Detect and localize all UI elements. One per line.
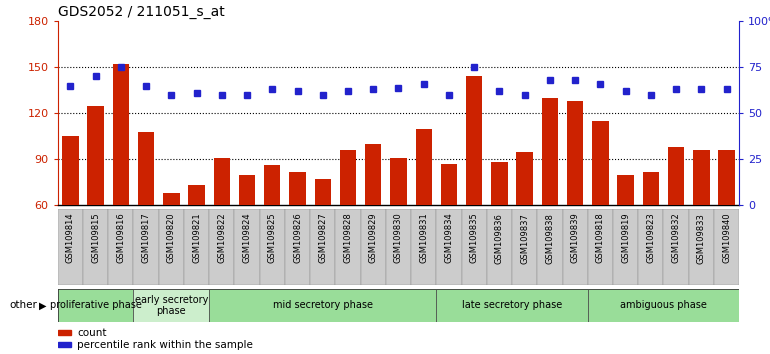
- Bar: [259, 209, 285, 285]
- Bar: [112, 64, 129, 297]
- Text: GSM109822: GSM109822: [217, 213, 226, 263]
- Bar: [234, 209, 259, 285]
- Bar: [62, 136, 79, 297]
- Text: GSM109825: GSM109825: [268, 213, 276, 263]
- Text: GSM109824: GSM109824: [243, 213, 252, 263]
- Text: GSM109840: GSM109840: [722, 213, 731, 263]
- Bar: [209, 209, 234, 285]
- Bar: [718, 150, 735, 297]
- Bar: [109, 209, 133, 285]
- Text: GSM109837: GSM109837: [521, 213, 529, 263]
- Text: GSM109828: GSM109828: [343, 213, 353, 263]
- Text: ▶: ▶: [38, 300, 46, 310]
- Bar: [491, 162, 507, 297]
- Text: other: other: [9, 300, 37, 310]
- Text: GSM109827: GSM109827: [318, 213, 327, 263]
- Bar: [714, 209, 739, 285]
- Text: count: count: [77, 327, 106, 338]
- Bar: [618, 175, 634, 297]
- Bar: [466, 76, 482, 297]
- Bar: [213, 158, 230, 297]
- Bar: [416, 129, 432, 297]
- Bar: [437, 289, 588, 322]
- Text: early secretory
phase: early secretory phase: [135, 295, 208, 316]
- Bar: [88, 105, 104, 297]
- Bar: [643, 172, 659, 297]
- Bar: [487, 209, 512, 285]
- Text: GSM109830: GSM109830: [394, 213, 403, 263]
- Bar: [588, 209, 613, 285]
- Text: GSM109838: GSM109838: [545, 213, 554, 263]
- Bar: [159, 209, 184, 285]
- Bar: [163, 193, 179, 297]
- Text: GSM109820: GSM109820: [167, 213, 176, 263]
- Bar: [537, 209, 563, 285]
- Bar: [58, 289, 133, 322]
- Bar: [290, 172, 306, 297]
- Text: GSM109817: GSM109817: [142, 213, 151, 263]
- Bar: [264, 165, 280, 297]
- Text: GSM109831: GSM109831: [419, 213, 428, 263]
- Bar: [567, 101, 584, 297]
- Text: GSM109823: GSM109823: [646, 213, 655, 263]
- Bar: [340, 150, 357, 297]
- Text: ambiguous phase: ambiguous phase: [620, 300, 707, 310]
- Bar: [58, 342, 71, 347]
- Text: GSM109818: GSM109818: [596, 213, 605, 263]
- Text: GSM109839: GSM109839: [571, 213, 580, 263]
- Bar: [440, 164, 457, 297]
- Bar: [310, 209, 336, 285]
- Text: GSM109821: GSM109821: [192, 213, 201, 263]
- Text: proliferative phase: proliferative phase: [50, 300, 142, 310]
- Bar: [638, 209, 664, 285]
- Bar: [693, 150, 709, 297]
- Text: GSM109829: GSM109829: [369, 213, 378, 263]
- Bar: [315, 179, 331, 297]
- Bar: [411, 209, 437, 285]
- Bar: [133, 289, 209, 322]
- Bar: [437, 209, 461, 285]
- Bar: [239, 175, 255, 297]
- Bar: [336, 209, 360, 285]
- Bar: [664, 209, 688, 285]
- Bar: [542, 98, 558, 297]
- Bar: [58, 209, 83, 285]
- Text: mid secretory phase: mid secretory phase: [273, 300, 373, 310]
- Bar: [285, 209, 310, 285]
- Text: GDS2052 / 211051_s_at: GDS2052 / 211051_s_at: [58, 5, 225, 19]
- Bar: [360, 209, 386, 285]
- Bar: [688, 209, 714, 285]
- Text: GSM109819: GSM109819: [621, 213, 630, 263]
- Bar: [592, 121, 608, 297]
- Bar: [390, 158, 407, 297]
- Bar: [588, 289, 739, 322]
- Text: GSM109832: GSM109832: [671, 213, 681, 263]
- Bar: [133, 209, 159, 285]
- Text: GSM109836: GSM109836: [495, 213, 504, 263]
- Bar: [613, 209, 638, 285]
- Bar: [517, 152, 533, 297]
- Bar: [184, 209, 209, 285]
- Bar: [563, 209, 588, 285]
- Text: GSM109816: GSM109816: [116, 213, 126, 263]
- Bar: [668, 147, 685, 297]
- Bar: [365, 144, 381, 297]
- Text: GSM109826: GSM109826: [293, 213, 302, 263]
- Bar: [512, 209, 537, 285]
- Text: GSM109834: GSM109834: [444, 213, 454, 263]
- Bar: [58, 330, 71, 335]
- Bar: [83, 209, 109, 285]
- Bar: [209, 289, 437, 322]
- Text: GSM109815: GSM109815: [91, 213, 100, 263]
- Bar: [386, 209, 411, 285]
- Bar: [138, 132, 154, 297]
- Text: GSM109814: GSM109814: [66, 213, 75, 263]
- Text: percentile rank within the sample: percentile rank within the sample: [77, 339, 253, 350]
- Text: late secretory phase: late secretory phase: [462, 300, 562, 310]
- Bar: [189, 185, 205, 297]
- Text: GSM109835: GSM109835: [470, 213, 479, 263]
- Bar: [461, 209, 487, 285]
- Text: GSM109833: GSM109833: [697, 213, 706, 263]
